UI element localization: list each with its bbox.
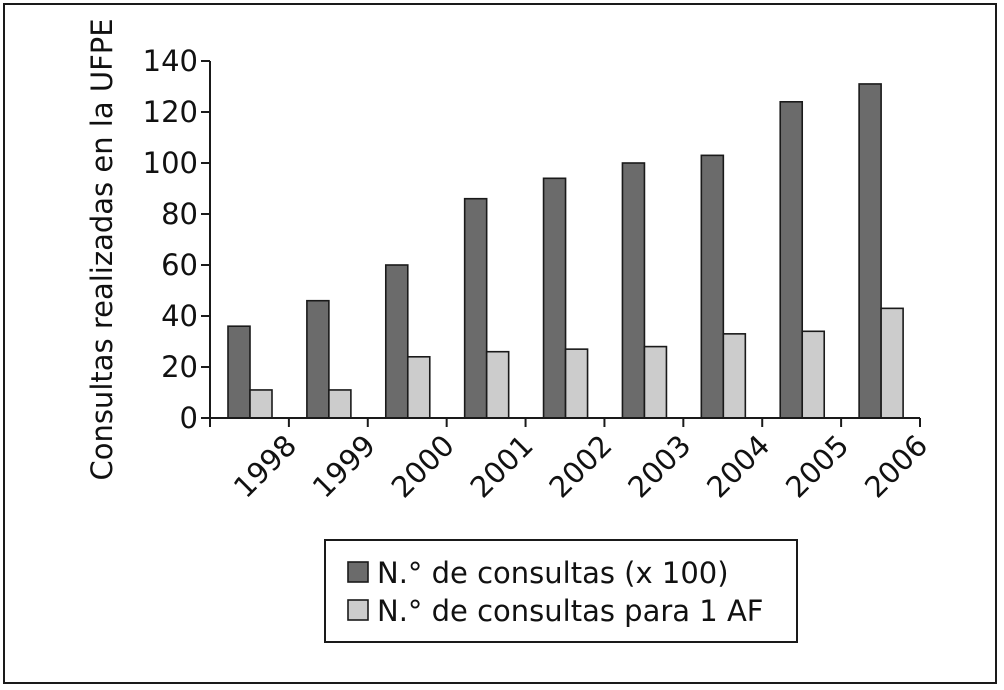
bar-2000-series-2 [406, 355, 431, 419]
bar-2003-series-1 [621, 162, 646, 419]
x-tick-label-2004: 2004 [700, 428, 776, 504]
y-axis-title: Consultas realizadas en la UFPE [85, 18, 119, 480]
x-tick-label-2003: 2003 [621, 428, 697, 504]
bar-1999-series-2 [328, 389, 352, 419]
x-tick-label-1999: 1999 [306, 428, 382, 504]
x-tick-label-2001: 2001 [464, 428, 540, 504]
legend-label-series-2: N.° de consultas para 1 AF [377, 594, 763, 628]
legend-swatch-series-2 [347, 599, 369, 621]
bar-2004-series-2 [722, 333, 747, 419]
y-tick-label-80: 80 [161, 197, 198, 231]
y-tick-label-20: 20 [161, 350, 198, 384]
x-tick-label-1998: 1998 [227, 428, 303, 504]
y-tick-label-40: 40 [161, 299, 198, 333]
bar-2005-series-2 [801, 330, 826, 419]
bar-2002-series-1 [542, 177, 567, 419]
bar-2001-series-2 [485, 350, 510, 419]
legend-swatch-series-1 [347, 561, 369, 583]
y-tick-label-140: 140 [143, 44, 198, 78]
bar-2002-series-2 [564, 348, 589, 419]
bar-2006-series-2 [880, 307, 904, 419]
x-tick-label-2000: 2000 [385, 428, 461, 504]
y-tick-label-120: 120 [143, 95, 198, 129]
legend-box [324, 539, 798, 643]
y-tick-label-0: 0 [180, 401, 198, 435]
bar-1999-series-1 [306, 299, 330, 419]
legend: N.° de consultas (x 100) N.° de consultas… [324, 539, 798, 643]
bar-2001-series-1 [463, 197, 488, 419]
legend-label-series-1: N.° de consultas (x 100) [377, 556, 729, 590]
bar-1998-series-1 [227, 325, 251, 419]
bar-2003-series-2 [643, 345, 668, 419]
y-tick-label-100: 100 [143, 146, 198, 180]
bar-2006-series-1 [858, 83, 882, 419]
x-tick-label-2005: 2005 [779, 428, 855, 504]
bar-2000-series-1 [384, 264, 409, 419]
bar-2004-series-1 [700, 154, 725, 419]
bar-2005-series-1 [779, 101, 804, 419]
y-tick-label-60: 60 [161, 248, 198, 282]
bar-1998-series-2 [249, 389, 273, 419]
x-tick-label-2006: 2006 [858, 428, 934, 504]
x-tick-label-2002: 2002 [542, 428, 618, 504]
